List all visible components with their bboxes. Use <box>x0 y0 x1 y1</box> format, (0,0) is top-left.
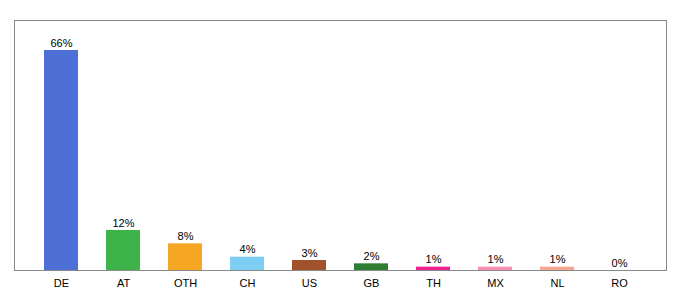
svg-text:MX: MX <box>487 277 504 289</box>
svg-text:8%: 8% <box>178 230 194 242</box>
svg-text:2%: 2% <box>364 250 380 262</box>
svg-text:3%: 3% <box>302 247 318 259</box>
svg-text:OTH: OTH <box>174 277 197 289</box>
svg-text:TH: TH <box>426 277 441 289</box>
svg-text:4%: 4% <box>240 243 256 255</box>
svg-text:12%: 12% <box>112 217 134 229</box>
svg-text:0%: 0% <box>612 257 628 269</box>
svg-text:1%: 1% <box>550 253 566 265</box>
svg-text:AT: AT <box>117 277 131 289</box>
svg-text:CH: CH <box>240 277 256 289</box>
svg-text:GB: GB <box>364 277 380 289</box>
svg-text:DE: DE <box>54 277 69 289</box>
svg-text:1%: 1% <box>426 253 442 265</box>
svg-text:US: US <box>302 277 317 289</box>
svg-text:1%: 1% <box>488 253 504 265</box>
svg-text:66%: 66% <box>50 37 72 49</box>
svg-text:NL: NL <box>550 277 564 289</box>
svg-text:RO: RO <box>611 277 628 289</box>
